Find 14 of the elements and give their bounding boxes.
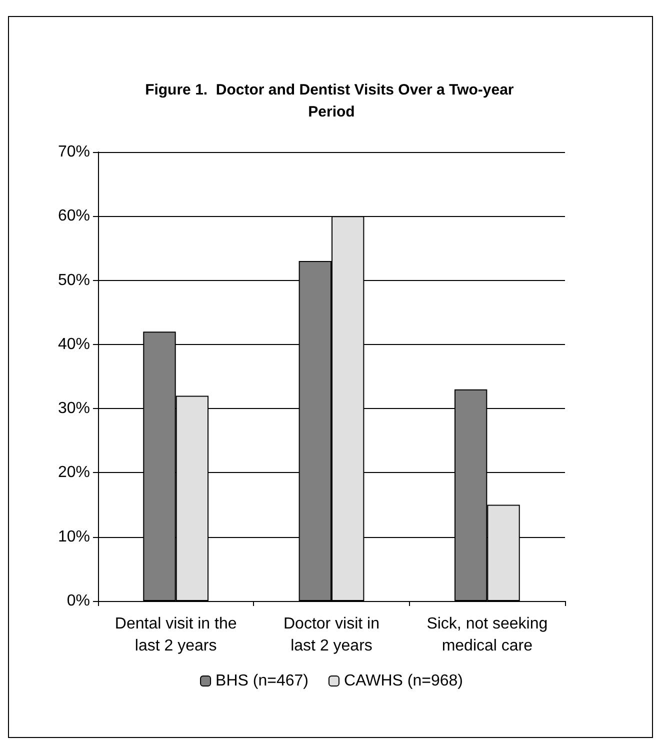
x-tick-label: Doctor visit in last 2 years xyxy=(283,616,380,654)
y-tick-label: 0% xyxy=(66,592,90,610)
y-tick-label: 10% xyxy=(58,528,90,546)
legend-label: CAWHS (n=968) xyxy=(344,672,463,690)
y-tick-label: 50% xyxy=(58,272,90,289)
y-tick-label: 40% xyxy=(58,336,90,353)
y-tick-label: 20% xyxy=(58,464,90,482)
chart-title: Figure 1. Doctor and Dentist Visits Over a Two-year Period xyxy=(145,82,518,120)
x-tick-label: Dental visit in the last 2 years xyxy=(114,616,237,654)
legend-label: BHS (n=467) xyxy=(216,672,308,690)
y-tick-label: 60% xyxy=(58,208,90,225)
x-tick-label: Sick, not seeking medical care xyxy=(426,616,548,654)
y-tick-label: 30% xyxy=(58,400,90,418)
y-tick-label: 70% xyxy=(58,144,90,160)
